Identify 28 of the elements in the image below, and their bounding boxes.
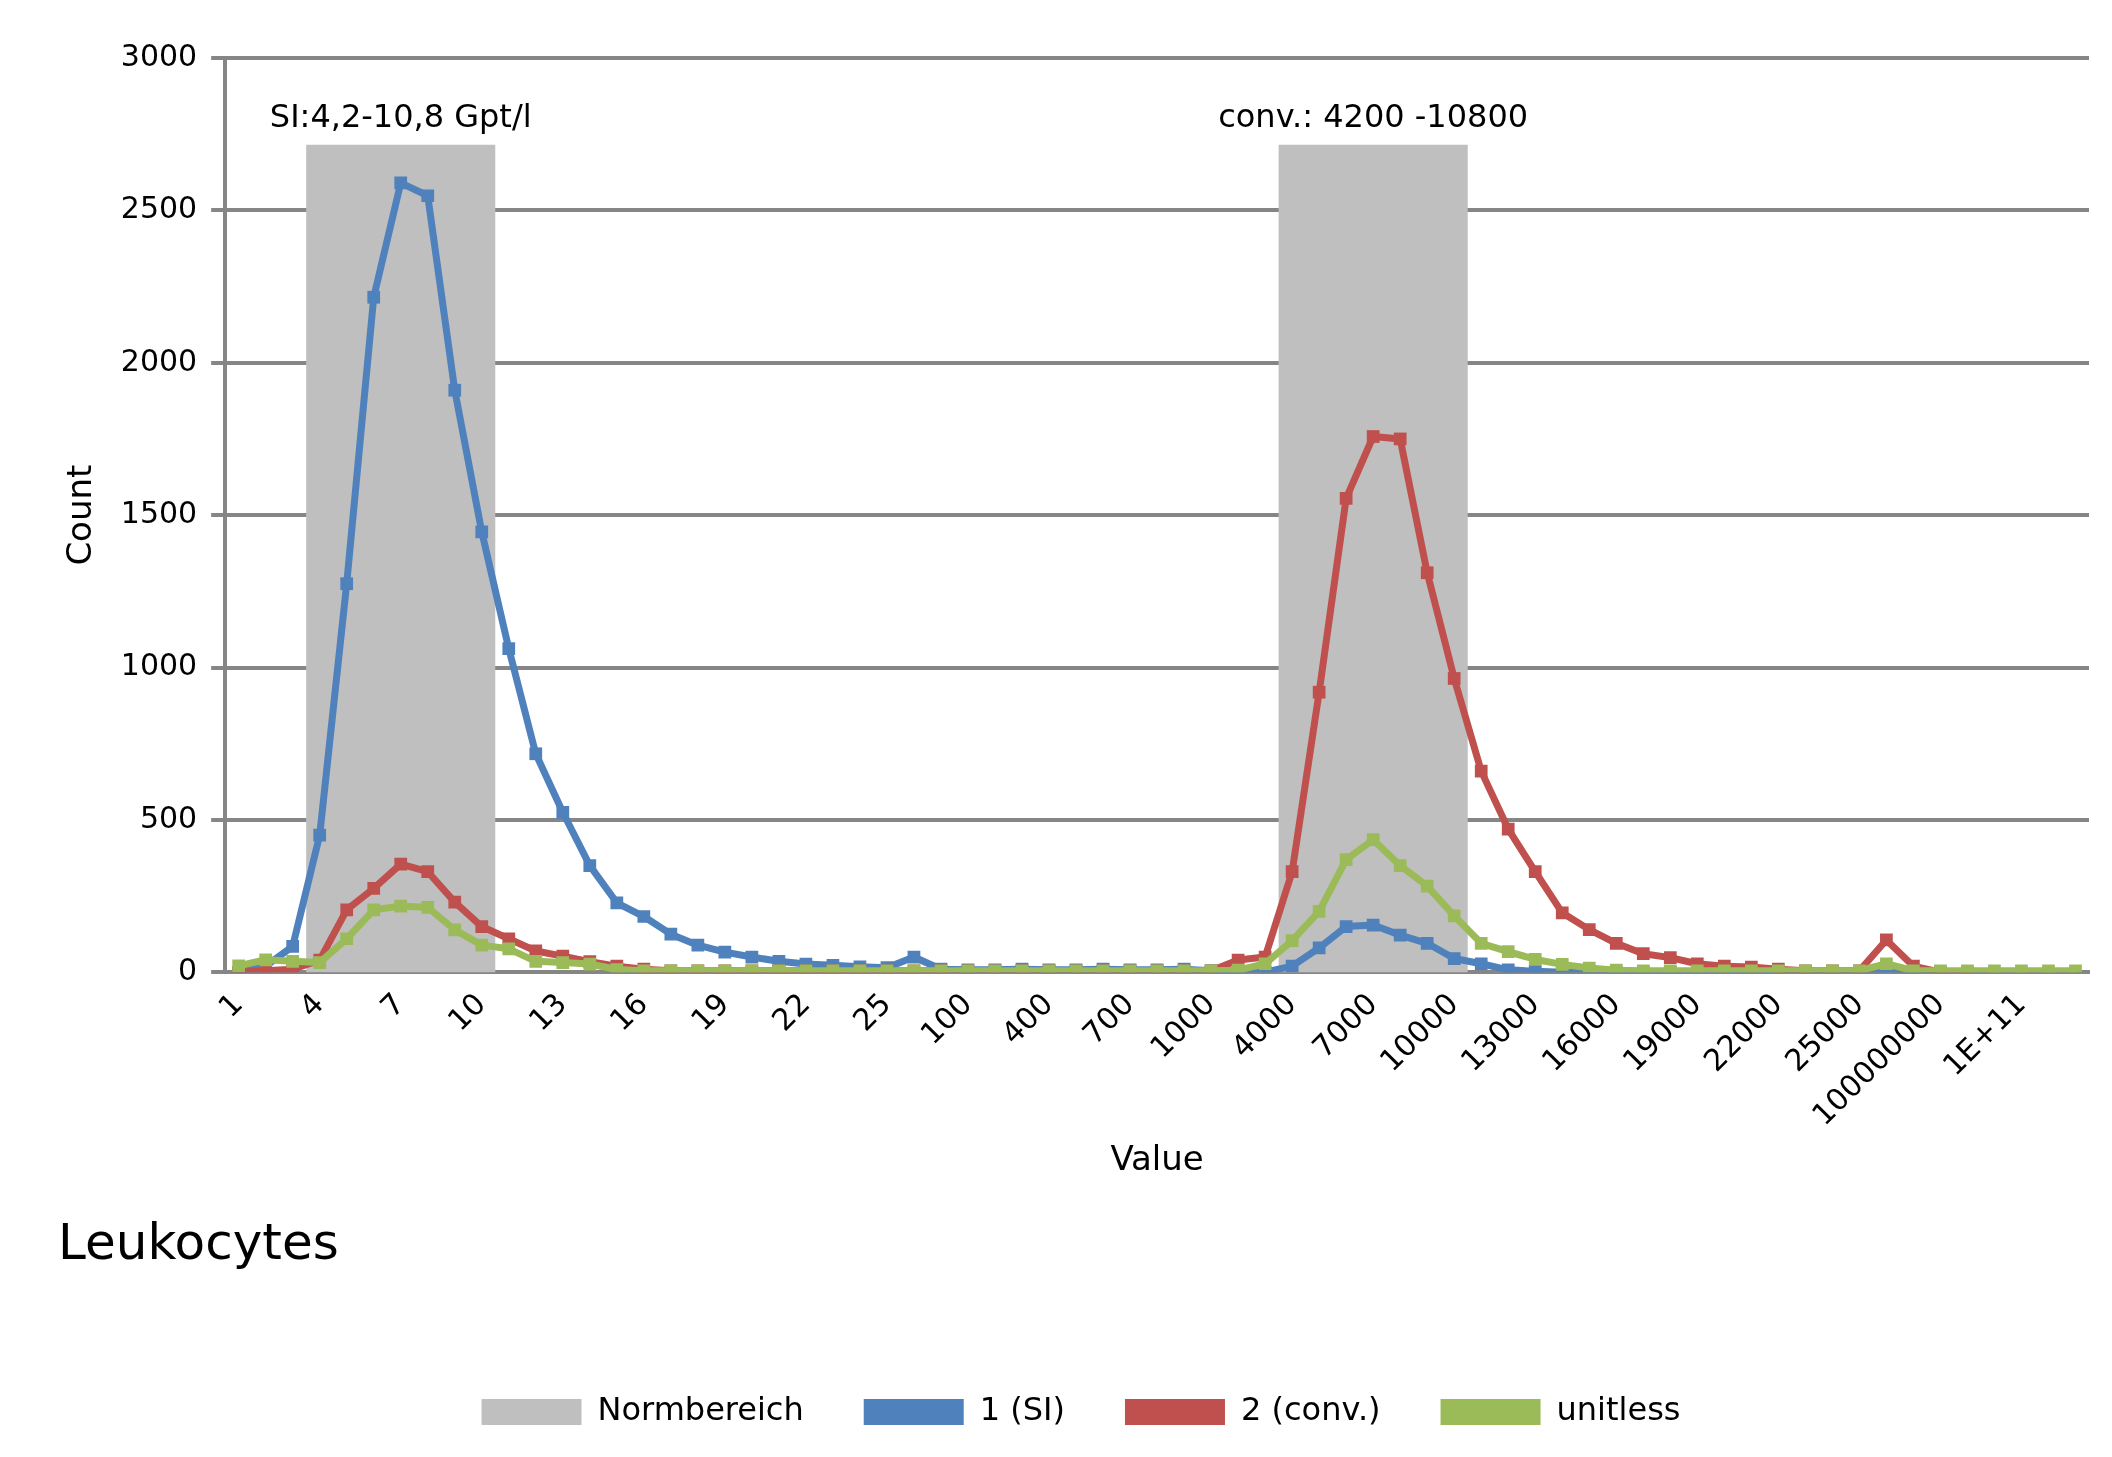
y-tick-label: 1500	[120, 494, 198, 530]
x-tick-label: 19	[683, 985, 736, 1038]
x-tick-label: 100	[913, 985, 979, 1051]
y-axis-title: Count	[59, 464, 100, 566]
y-tick-label: 1000	[120, 647, 198, 683]
x-tick-label: 700	[1075, 985, 1141, 1051]
legend-label: Normbereich	[597, 1390, 804, 1429]
x-tick-label: 4	[291, 985, 331, 1024]
x-tick-label: 16	[602, 985, 655, 1038]
x-tick-label: 400	[994, 985, 1060, 1051]
x-axis-title: Value	[1110, 1138, 1204, 1179]
x-tick-label: 25	[845, 985, 898, 1038]
legend-label: 1 (SI)	[979, 1390, 1065, 1429]
legend-label: 2 (conv.)	[1240, 1390, 1381, 1429]
text: Leukocytes	[58, 1212, 339, 1271]
x-tick-label: 10	[440, 985, 493, 1038]
y-tick-label: 500	[139, 799, 198, 835]
y-tick-label: 0	[178, 952, 198, 988]
y-tick-label: 2000	[120, 342, 198, 378]
x-tick-label: 13	[521, 985, 574, 1038]
x-tick-label: 22	[764, 985, 817, 1038]
annotation: conv.: 4200 -10800	[1218, 97, 1529, 136]
annotation: SI:4,2-10,8 Gpt/l	[269, 97, 532, 136]
x-tick-label: 1	[210, 985, 250, 1024]
x-tick-label: 7	[372, 985, 412, 1024]
y-tick-label: 2500	[120, 190, 198, 226]
y-tick-label: 3000	[120, 37, 198, 73]
legend-label: unitless	[1556, 1390, 1681, 1429]
